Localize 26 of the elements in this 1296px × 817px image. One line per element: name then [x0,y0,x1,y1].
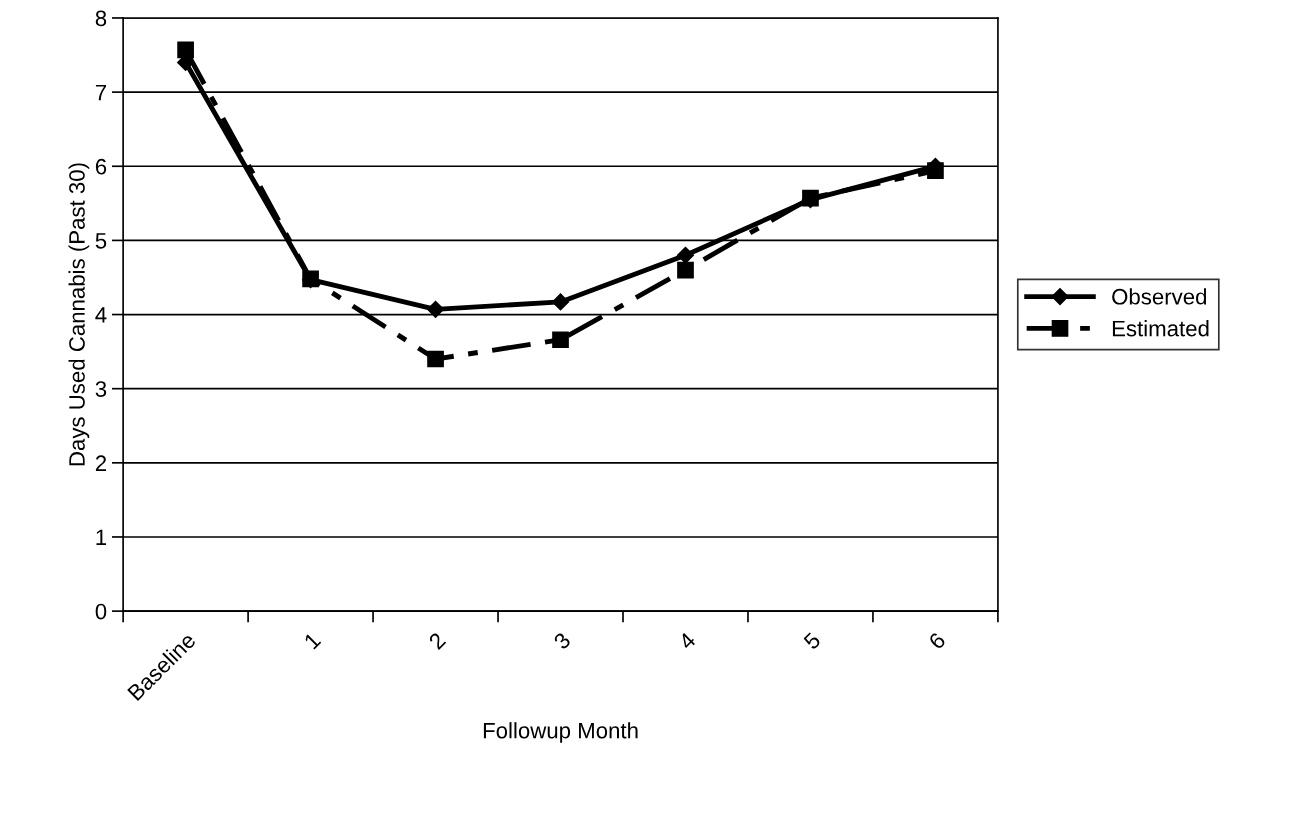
legend-label: Estimated [1112,320,1209,337]
x-tick-label: 2 [428,631,447,650]
y-tick-label: 8 [95,10,107,27]
y-axis-title: Days Used Cannabis (Past 30) [68,163,90,466]
x-tick-label: 4 [677,631,697,651]
x-tick-label: 1 [303,631,322,650]
y-tick-label: 2 [95,455,107,471]
x-tick-label: 5 [802,631,822,651]
y-tick-label: 7 [95,84,107,101]
point [551,293,570,311]
y-tick-label: 0 [95,603,107,620]
point [677,261,694,279]
x-axis-title: Followup Month [483,722,638,743]
y-tick-label: 1 [96,529,107,546]
legend-label: Observed [1112,288,1207,305]
y-tick-label: 6 [95,158,107,175]
y-tick-label: 3 [95,381,107,397]
x-tick-label: 3 [552,631,572,651]
y-tick-label: 4 [95,307,107,323]
x-tick-label: 6 [927,631,947,651]
y-tick-label: 5 [95,233,107,249]
point [676,246,695,264]
point [552,331,569,349]
point [177,41,194,59]
point [427,350,444,368]
point [426,300,445,318]
